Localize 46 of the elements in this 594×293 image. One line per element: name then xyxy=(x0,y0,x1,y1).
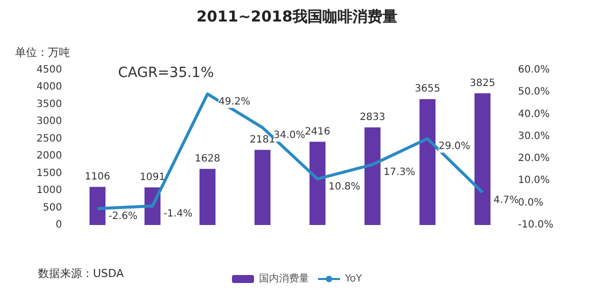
y-axis-title: 单位：万吨 xyxy=(15,46,70,59)
data-label: 1628 xyxy=(194,153,220,164)
bar xyxy=(90,186,106,225)
y-tick-label: 1000 xyxy=(36,185,62,196)
data-label: 29.0% xyxy=(438,141,470,152)
y2-tick-label: 50.0% xyxy=(518,86,550,98)
y2-tick-label: 60.0% xyxy=(518,64,550,76)
bar xyxy=(310,142,326,225)
y-tick-label: 2000 xyxy=(36,150,62,162)
bar xyxy=(254,150,270,225)
y-tick-label: 4000 xyxy=(36,82,62,93)
legend-label: 国内消费量 xyxy=(258,272,309,284)
y-tick-label: 0 xyxy=(56,220,62,230)
y-tick-label: 1500 xyxy=(36,168,62,179)
source-note: 数据来源：USDA xyxy=(38,267,124,280)
y-tick-label: 4500 xyxy=(36,64,62,76)
y2-tick-label: 40.0% xyxy=(518,108,550,120)
chart-title: 2011~2018我国咖啡消费量 xyxy=(196,8,398,26)
bar xyxy=(420,99,436,225)
data-label: 1091 xyxy=(140,172,166,183)
data-label: 34.0% xyxy=(274,130,306,142)
y2-tick-label: 30.0% xyxy=(518,130,550,142)
data-label: 3825 xyxy=(470,78,496,89)
y-tick-label: 3000 xyxy=(36,116,62,128)
data-label: 10.8% xyxy=(328,181,360,192)
data-label: -2.6% xyxy=(108,211,138,222)
data-label: 17.3% xyxy=(384,167,416,178)
data-label: 1106 xyxy=(84,171,110,182)
annotation: CAGR=35.1% xyxy=(118,65,214,81)
data-label: 2833 xyxy=(360,112,386,123)
y2-tick-label: 10.0% xyxy=(518,175,550,186)
bar xyxy=(200,168,216,225)
bar xyxy=(364,127,380,225)
data-label: 4.7% xyxy=(494,194,519,206)
bar xyxy=(474,93,490,225)
data-label: 2416 xyxy=(304,126,330,138)
y-tick-label: 2500 xyxy=(36,133,62,144)
legend-label: YoY xyxy=(344,274,363,284)
y2-tick-label: 20.0% xyxy=(518,153,550,164)
y2-tick-label: 0.0% xyxy=(518,197,544,208)
y-tick-label: 3500 xyxy=(36,98,62,110)
y-tick-label: 500 xyxy=(42,202,62,214)
data-label: -1.4% xyxy=(164,208,193,220)
data-label: 3655 xyxy=(414,84,440,95)
data-label: 49.2% xyxy=(218,96,250,108)
y2-tick-label: -10.0% xyxy=(518,220,554,230)
